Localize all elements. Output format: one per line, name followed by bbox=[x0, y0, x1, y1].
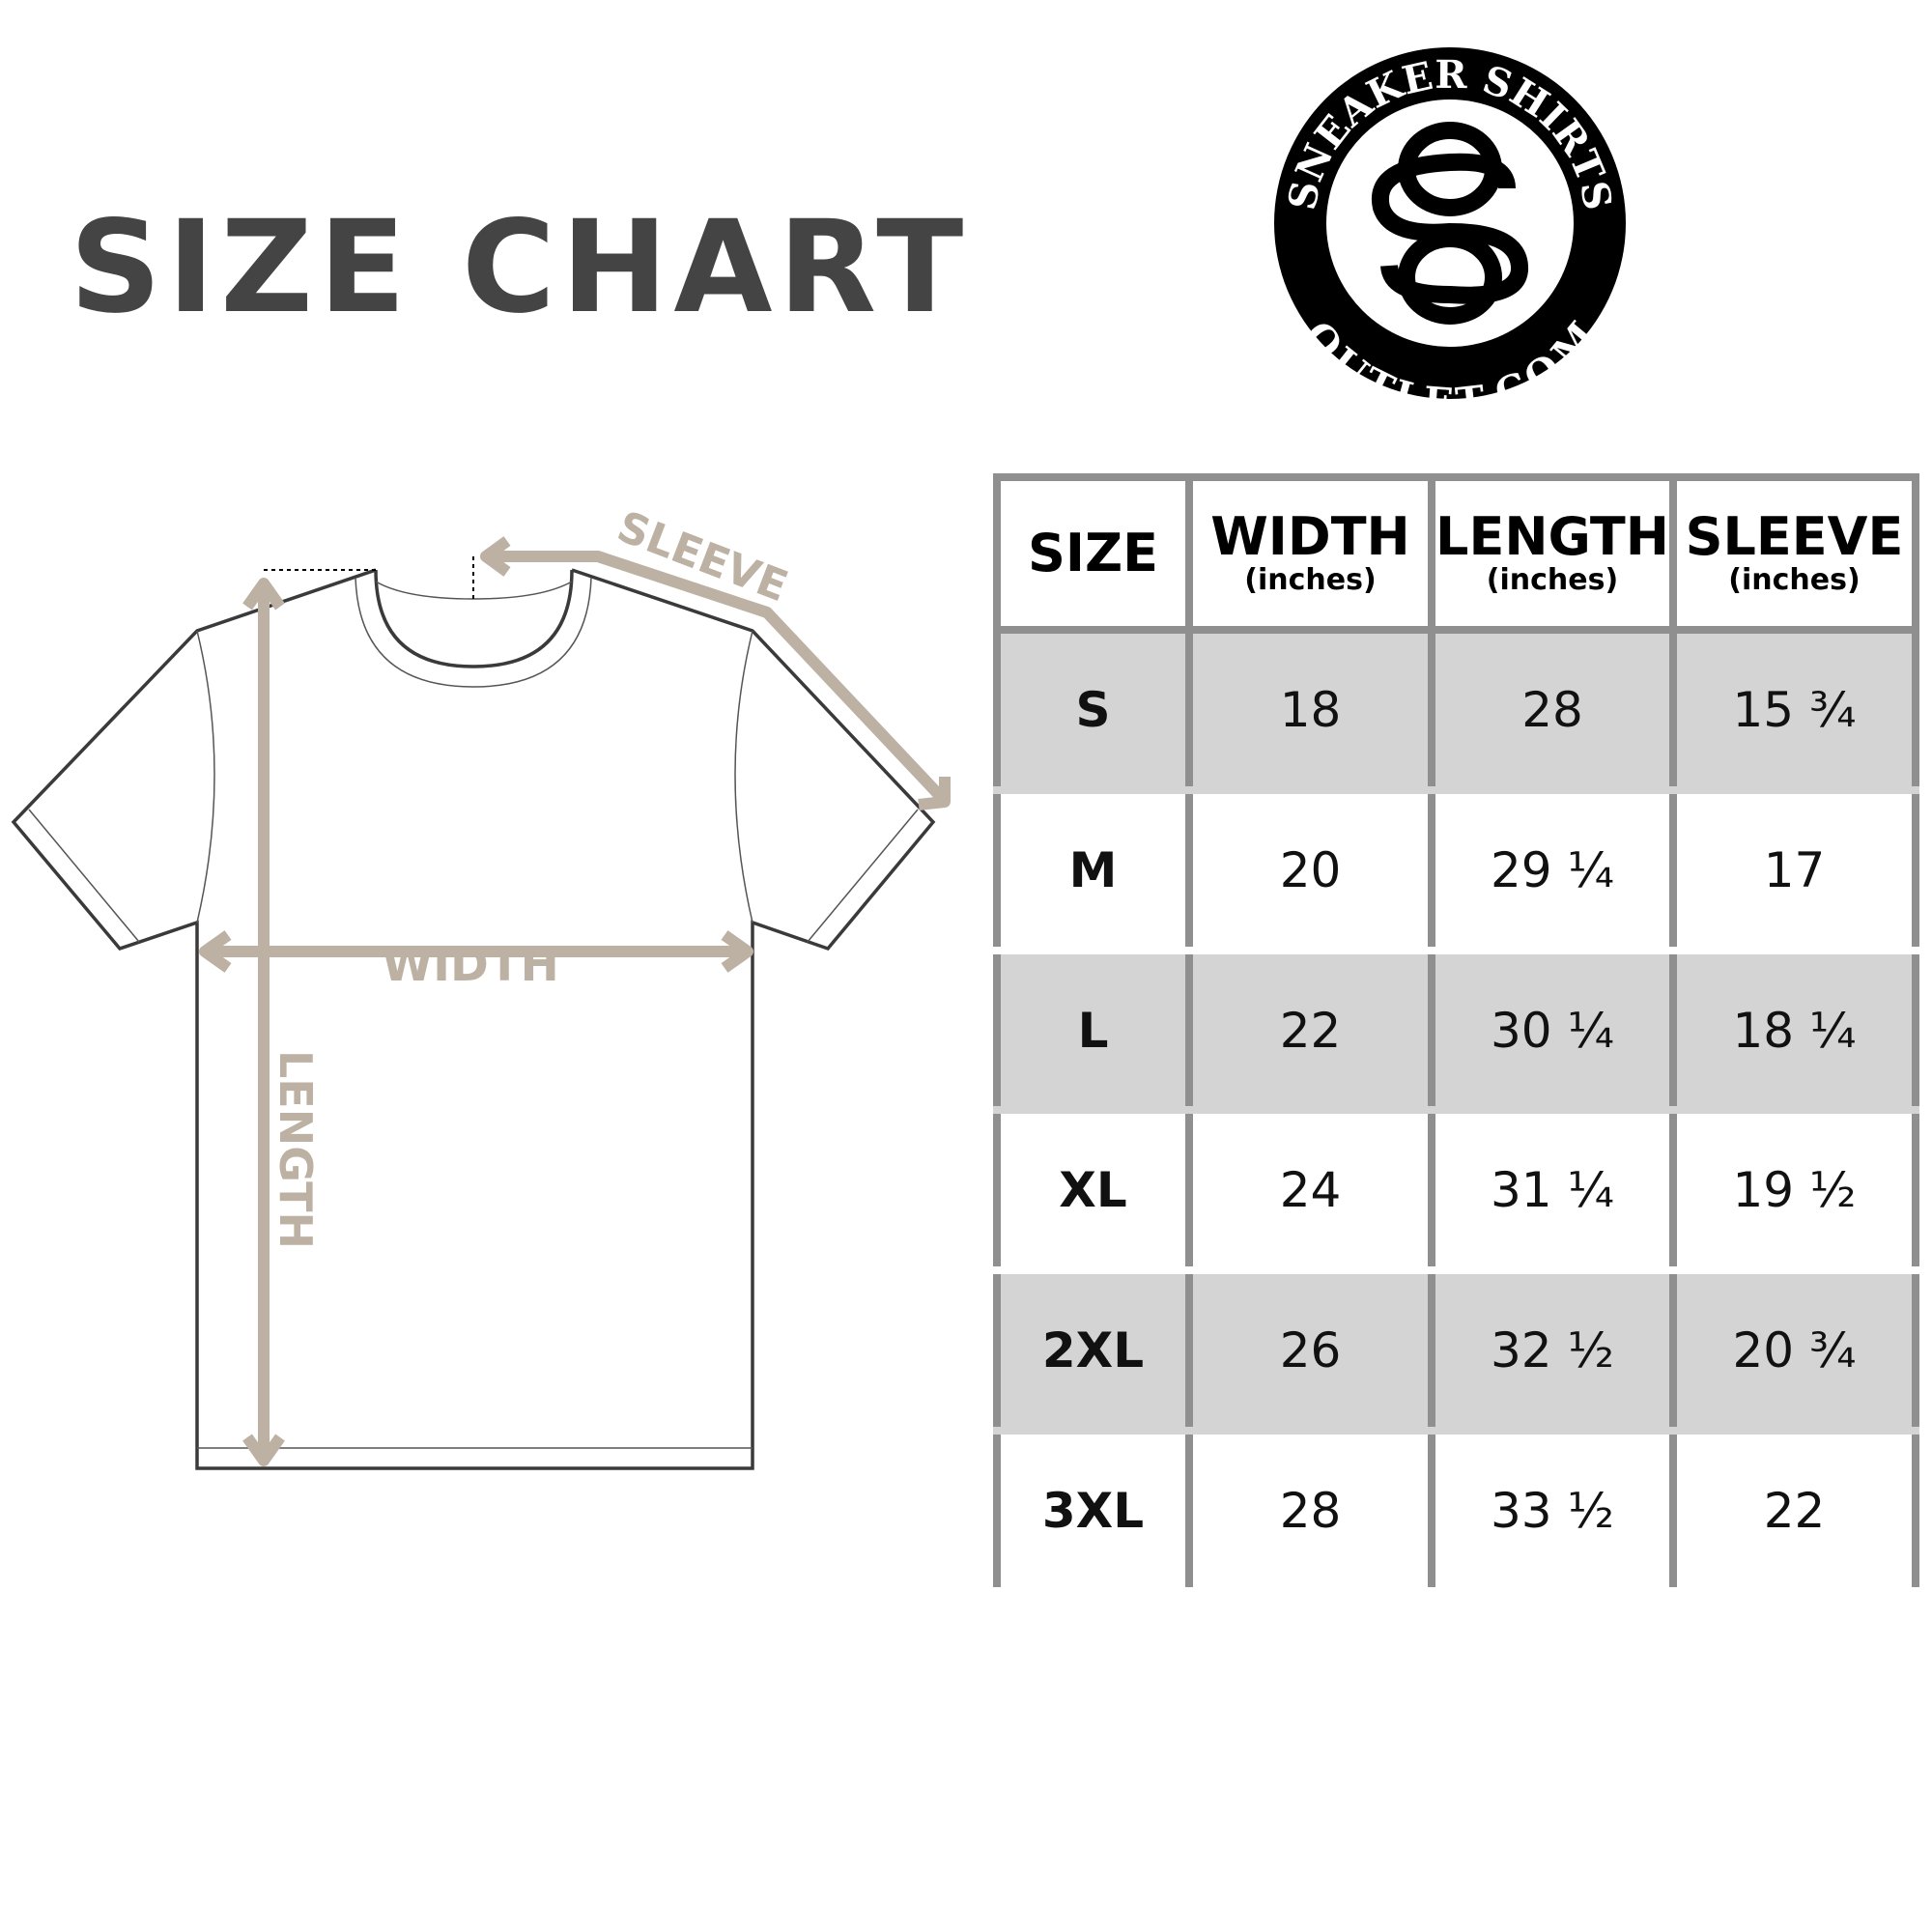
page-title: SIZE CHART bbox=[70, 193, 970, 342]
length-cell: 33 ½ bbox=[1428, 1427, 1677, 1595]
length-arrowhead-top bbox=[242, 578, 285, 611]
width-cell: 28 bbox=[1185, 1427, 1435, 1595]
header-length: LENGTH (inches) bbox=[1428, 473, 1677, 634]
table-row: 3XL 28 33 ½ 22 bbox=[993, 1427, 1919, 1595]
size-cell: 2XL bbox=[993, 1266, 1193, 1435]
size-cell: 3XL bbox=[993, 1427, 1193, 1595]
length-cell: 32 ½ bbox=[1428, 1266, 1677, 1435]
sleeve-cell: 18 ¼ bbox=[1669, 946, 1919, 1115]
sleeve-cell: 22 bbox=[1669, 1427, 1919, 1595]
length-cell: 30 ¼ bbox=[1428, 946, 1677, 1115]
size-cell: M bbox=[993, 785, 1193, 954]
size-cell: L bbox=[993, 946, 1193, 1115]
table-row: 2XL 26 32 ½ 20 ¾ bbox=[993, 1266, 1919, 1435]
width-label: WIDTH bbox=[382, 938, 559, 992]
table-row: XL 24 31 ¼ 19 ½ bbox=[993, 1106, 1919, 1275]
logo-monogram bbox=[1371, 122, 1528, 325]
measurement-arrows bbox=[199, 536, 951, 1466]
sleeve-cell: 20 ¾ bbox=[1669, 1266, 1919, 1435]
table-header-row: SIZE WIDTH (inches) LENGTH (inches) SLEEVE… bbox=[993, 473, 1919, 634]
sleeve-arrowhead-start bbox=[480, 536, 511, 577]
sleeve-cell: 17 bbox=[1669, 785, 1919, 954]
length-cell: 29 ¼ bbox=[1428, 785, 1677, 954]
length-cell: 31 ¼ bbox=[1428, 1106, 1677, 1275]
sleeve-arrow bbox=[488, 551, 947, 803]
size-cell: S bbox=[993, 626, 1193, 794]
tshirt-outline bbox=[11, 568, 936, 1470]
length-label: LENGTH bbox=[270, 1050, 322, 1249]
length-arrowhead-bottom bbox=[242, 1434, 285, 1466]
brand-logo: SNEAKER SHIRTS OUTLET.COM bbox=[1274, 47, 1626, 426]
sleeve-cell: 15 ¾ bbox=[1669, 626, 1919, 794]
width-cell: 22 bbox=[1185, 946, 1435, 1115]
size-table: SIZE WIDTH (inches) LENGTH (inches) SLEEVE… bbox=[993, 473, 1919, 1595]
width-cell: 26 bbox=[1185, 1266, 1435, 1435]
length-cell: 28 bbox=[1428, 626, 1677, 794]
header-sleeve: SLEEVE (inches) bbox=[1669, 473, 1919, 634]
sleeve-arrowhead-end bbox=[918, 777, 951, 810]
sleeve-cell: 19 ½ bbox=[1669, 1106, 1919, 1275]
header-width: WIDTH (inches) bbox=[1185, 473, 1435, 634]
width-arrowhead-left bbox=[199, 930, 232, 973]
table-row: S 18 28 15 ¾ bbox=[993, 626, 1919, 794]
table-row: L 22 30 ¼ 18 ¼ bbox=[993, 946, 1919, 1115]
width-cell: 24 bbox=[1185, 1106, 1435, 1275]
table-row: M 20 29 ¼ 17 bbox=[993, 785, 1919, 954]
width-cell: 20 bbox=[1185, 785, 1435, 954]
size-cell: XL bbox=[993, 1106, 1193, 1275]
header-size: SIZE bbox=[993, 473, 1193, 634]
width-cell: 18 bbox=[1185, 626, 1435, 794]
width-arrowhead-right bbox=[721, 930, 753, 973]
